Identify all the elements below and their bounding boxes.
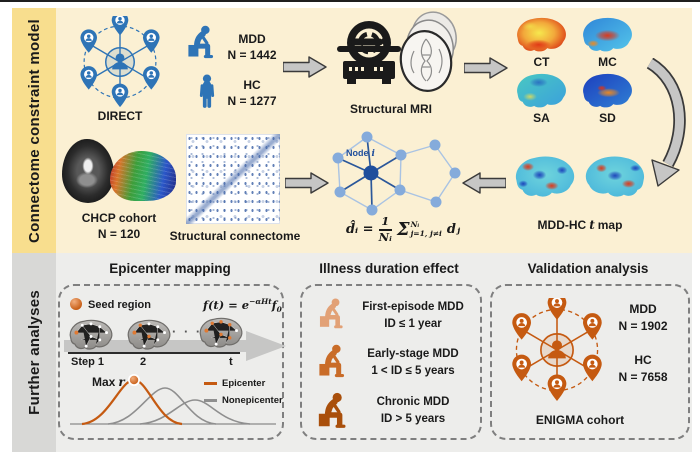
- ct-brain-map: [517, 17, 566, 52]
- tmap-label: MDD-HC t map: [537, 218, 623, 232]
- legend-nonepicenter: Nonepicenter: [204, 392, 283, 409]
- section-label-further: Further analyses: [25, 290, 43, 415]
- diffusion-brain-step2: [124, 318, 174, 352]
- section-label-connectome: Connectome constraint model: [25, 18, 43, 243]
- formula-lhs: d̂ᵢ =: [345, 222, 374, 238]
- mri-scanner-icon: [337, 21, 401, 84]
- stept-label: t: [229, 356, 233, 368]
- direct-cohort-network-icon: [74, 16, 166, 108]
- seed-region-label: Seed region: [88, 299, 151, 311]
- section-band-further: Further analyses: [12, 253, 56, 452]
- formula-fraction: 1 Nᵢ: [378, 214, 392, 244]
- chcp-n: N = 120: [97, 227, 141, 241]
- sd-label: SD: [599, 111, 616, 125]
- hc-n: N = 1277: [227, 94, 277, 108]
- nonepicenter-line-swatch: [204, 399, 217, 402]
- first-episode-text: First-episode MDD ID ≤ 1 year: [362, 301, 464, 330]
- structural-connectome-matrix: [186, 134, 280, 224]
- chcp-caption: CHCP cohort N = 120: [60, 210, 178, 242]
- mdd-name: MDD: [238, 32, 266, 46]
- first-episode-sitting-person-icon: [315, 296, 349, 330]
- chcp-axial-dwi-brain: [62, 139, 114, 203]
- sa-label: SA: [533, 111, 550, 125]
- validation-hc-count: HC N = 7658: [618, 353, 668, 384]
- curved-arrow-down-icon: [646, 58, 686, 187]
- tmap-brain-right: [585, 156, 645, 197]
- structural-mri-label: Structural MRI: [349, 102, 432, 116]
- sd-brain-map: [583, 73, 632, 108]
- epicenter-panel: [58, 284, 284, 440]
- brain-slices-icon: [399, 11, 457, 92]
- arrow-right-icon: [283, 56, 327, 78]
- max-r-label: Max r: [92, 375, 125, 389]
- chcp-name: CHCP cohort: [81, 211, 157, 225]
- early-stage-sitting-person-icon: [314, 342, 351, 379]
- structural-connectome-label: Structural connectome: [169, 229, 301, 243]
- validation-mdd-count: MDD N = 1902: [618, 302, 668, 333]
- arrow-right-icon: [285, 172, 329, 194]
- early-stage-text: Early-stage MDD 1 < ID ≤ 5 years: [367, 348, 459, 377]
- diffusion-formula: f(t) = e−αHtf0: [203, 297, 282, 315]
- timeline-axis: [68, 352, 240, 354]
- diffusion-brain-stept: [196, 316, 246, 350]
- step1-label: Step 1: [71, 356, 105, 368]
- step2-label: 2: [140, 356, 147, 368]
- top-border-rule: [0, 0, 700, 2]
- node-i-label: Node i: [346, 148, 375, 159]
- epicenter-correlation-curves: [70, 374, 276, 426]
- validation-panel-title: Validation analysis: [527, 261, 649, 276]
- seed-region-dot-icon: [70, 298, 82, 310]
- epicenter-panel-title: Epicenter mapping: [109, 261, 231, 276]
- mdd-n: N = 1442: [227, 48, 277, 62]
- hc-name: HC: [243, 78, 261, 92]
- legend-epicenter: Epicenter: [204, 375, 283, 392]
- ct-label: CT: [533, 55, 550, 69]
- arrow-right-icon: [464, 57, 508, 79]
- chcp-tractography-brain: [110, 151, 176, 201]
- validation-panel: [490, 284, 690, 440]
- diffusion-brain-step1: [66, 318, 116, 352]
- enigma-cohort-network-icon: [505, 298, 609, 402]
- formula-sigma-group: Σ Nᵢ j=1, j≠i: [396, 219, 442, 241]
- arrow-left-icon: [462, 172, 506, 194]
- tmap-brain-left: [515, 156, 575, 197]
- hc-count: HC N = 1277: [212, 77, 292, 109]
- node-degree-graph: [332, 131, 461, 216]
- timeline-ellipsis: · · ·: [172, 324, 203, 339]
- curve-legend: Epicenter Nonepicenter: [204, 375, 283, 409]
- degree-formula: d̂ᵢ = 1 Nᵢ Σ Nᵢ j=1, j≠i dⱼ: [338, 214, 468, 244]
- illness-panel: [300, 284, 482, 440]
- chronic-text: Chronic MDD ID > 5 years: [376, 396, 450, 425]
- enigma-cohort-label: ENIGMA cohort: [535, 413, 625, 427]
- sa-brain-map: [517, 73, 566, 108]
- illness-panel-title: Illness duration effect: [319, 261, 459, 276]
- chronic-sitting-person-icon: [313, 390, 353, 430]
- epicenter-line-swatch: [204, 382, 217, 385]
- direct-label: DIRECT: [97, 109, 143, 123]
- section-band-connectome: Connectome constraint model: [12, 8, 56, 253]
- formula-rhs: dⱼ: [446, 222, 461, 238]
- mc-label: MC: [598, 55, 617, 69]
- mdd-count: MDD N = 1442: [212, 31, 292, 63]
- mc-brain-map: [583, 17, 632, 52]
